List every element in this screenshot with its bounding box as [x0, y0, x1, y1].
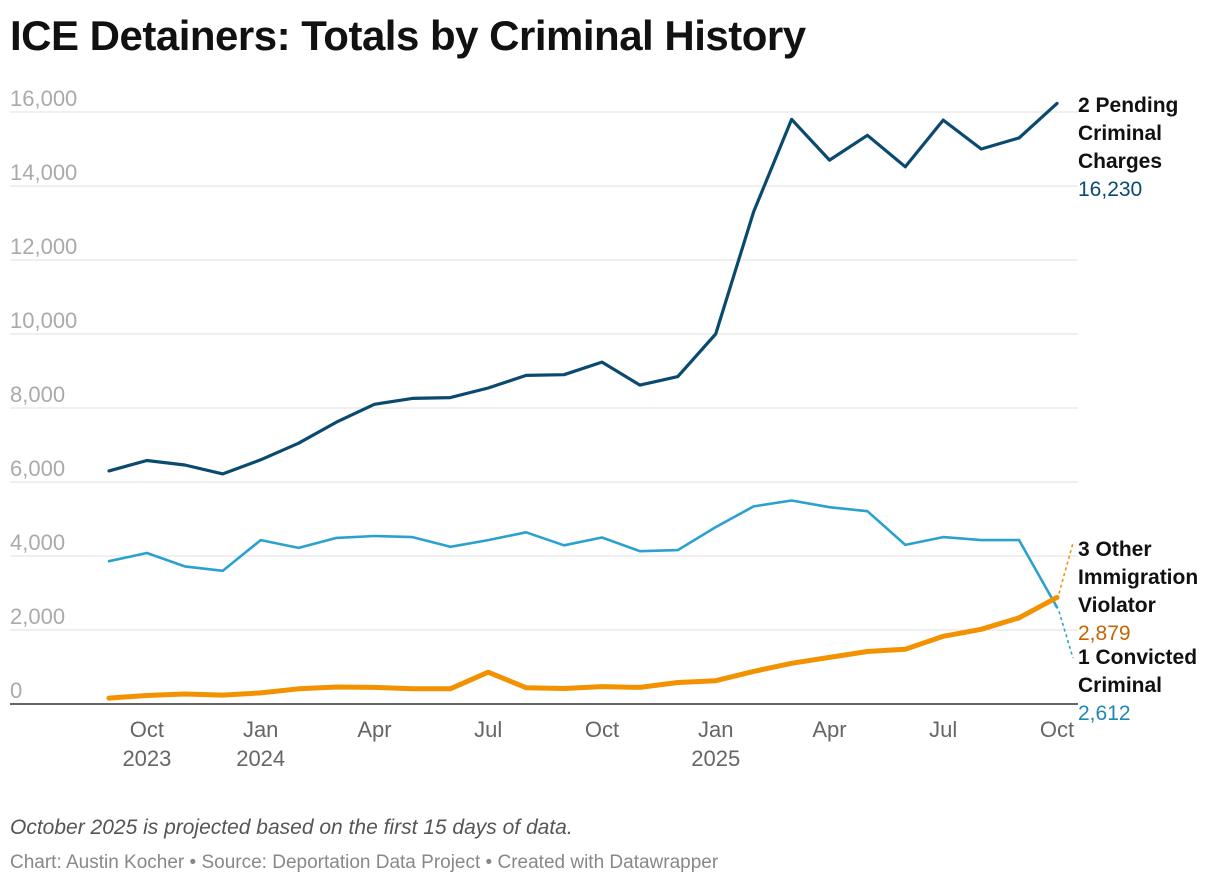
series-projected-segment [1016, 594, 1060, 621]
y-tick-label: 2,000 [10, 604, 65, 629]
series-label: 2 Pending [1078, 94, 1178, 117]
chart-title: ICE Detainers: Totals by Criminal Histor… [10, 12, 806, 59]
series-label: Charges [1078, 150, 1162, 173]
series-line [106, 615, 1022, 701]
y-tick-label: 10,000 [10, 308, 77, 333]
series-last-value: 16,230 [1078, 178, 1142, 201]
x-tick-year-label: 2023 [122, 746, 171, 771]
leader-line [1058, 611, 1074, 659]
footnote: October 2025 is projected based on the f… [10, 816, 573, 839]
y-tick-label: 12,000 [10, 234, 77, 259]
line-chart: 16,000 14,000 12,000 10,000 8,000 6,000 4,000 2… [10, 86, 1198, 771]
credit-line: Chart: Austin Kocher • Source: Deportati… [10, 852, 719, 873]
x-tick-label: Jul [929, 717, 957, 742]
x-tick-label: Apr [357, 717, 391, 742]
y-axis-ticks: 16,000 14,000 12,000 10,000 8,000 6,000 4,000 2… [10, 86, 77, 703]
x-tick-year-label: 2025 [691, 746, 740, 771]
series-label: Criminal [1078, 122, 1162, 145]
series-projected-segment [1017, 538, 1059, 609]
x-tick-label: Oct [1040, 717, 1074, 742]
y-tick-label: 8,000 [10, 382, 65, 407]
y-tick-label: 4,000 [10, 530, 65, 555]
gridlines [10, 111, 1078, 705]
x-tick-label: Jul [474, 717, 502, 742]
x-tick-label: Oct [585, 717, 619, 742]
x-tick-label: Jan [698, 717, 733, 742]
x-tick-label: Apr [812, 717, 846, 742]
series-last-value: 2,612 [1078, 702, 1131, 725]
leader-line [1058, 542, 1074, 594]
y-tick-label: 16,000 [10, 86, 77, 111]
series-label: 1 Convicted [1078, 646, 1197, 669]
y-tick-label: 14,000 [10, 160, 77, 185]
series-line [107, 499, 1021, 573]
series-label: Violator [1078, 594, 1156, 617]
series-label: 3 Other [1078, 538, 1152, 561]
x-tick-label: Jan [243, 717, 278, 742]
series-last-value: 2,879 [1078, 622, 1131, 645]
series-lines [106, 101, 1060, 701]
series-line [107, 117, 1021, 476]
x-tick-year-label: 2024 [236, 746, 285, 771]
series-projected-segment [1017, 101, 1059, 140]
y-tick-label: 0 [10, 678, 22, 703]
y-tick-label: 6,000 [10, 456, 65, 481]
x-tick-label: Oct [130, 717, 164, 742]
series-label: Criminal [1078, 674, 1162, 697]
series-labels: 2 Pending Criminal Charges 16,230 3 Other Imm… [1058, 94, 1198, 725]
series-label: Immigration [1078, 566, 1198, 589]
x-axis-ticks: Oct 2023 Jan 2024 Apr Jul Oct Jan 2025 Apr Jul Oct [122, 717, 1074, 771]
